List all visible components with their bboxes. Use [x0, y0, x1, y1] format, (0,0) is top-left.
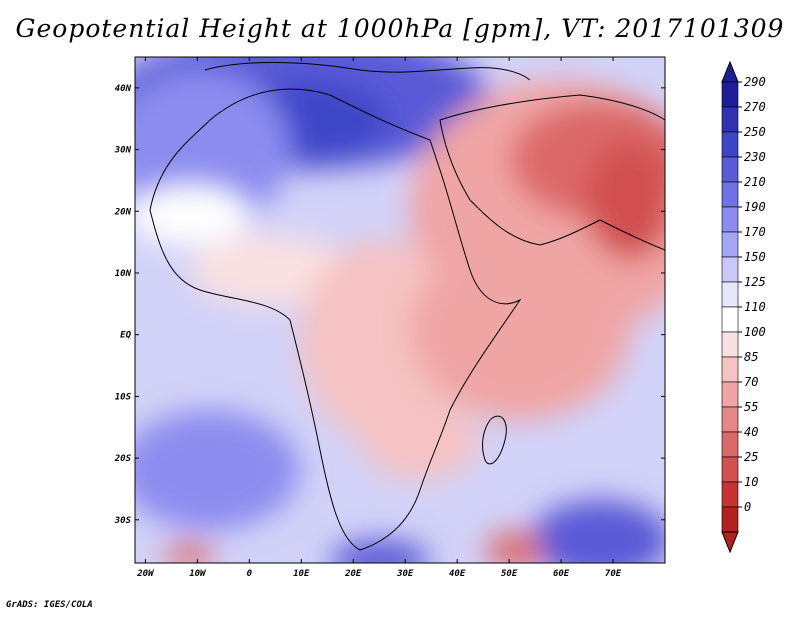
lat-tick-label: 10N	[115, 269, 132, 279]
lat-tick-label: 10S	[115, 392, 132, 402]
lat-tick-label: 30S	[114, 516, 132, 526]
asia-coastline	[439, 94, 665, 251]
colorbar-label: 125	[744, 275, 766, 289]
neutral-sahara	[135, 185, 250, 245]
colorbar-swatch	[721, 431, 739, 458]
low-south-1	[485, 532, 545, 563]
colorbar-label: 290	[744, 75, 766, 89]
colorbar: 2902702502302101901701501251101008570554…	[721, 60, 766, 554]
grads-credit: GrADS: IGES/COLA	[6, 600, 93, 610]
map-title: Geopotential Height at 1000hPa [gpm], VT…	[15, 14, 785, 43]
high-south-indian	[530, 500, 665, 563]
colorbar-label: 0	[744, 500, 751, 514]
colorbar-label: 10	[744, 475, 758, 489]
low-south-africa	[360, 400, 480, 480]
lon-tick-label: 10W	[189, 569, 207, 579]
lat-tick-label: 20S	[114, 454, 132, 464]
lon-tick-label: 30E	[396, 569, 414, 579]
colorbar-label: 270	[744, 100, 766, 114]
colorbar-arrow-top	[721, 60, 739, 83]
colorbar-swatch	[721, 306, 739, 333]
colorbar-label: 110	[744, 300, 766, 314]
low-india	[585, 140, 665, 260]
colorbar-swatch	[721, 206, 739, 233]
colorbar-swatch	[721, 156, 739, 183]
low-south-2	[165, 543, 215, 563]
colorbar-swatch	[721, 131, 739, 158]
colorbar-label: 150	[744, 250, 766, 264]
colorbar-label: 230	[744, 150, 766, 164]
colorbar-swatch	[721, 406, 739, 433]
colorbar-label: 40	[744, 425, 758, 439]
longitude-axis: 20W 10W 0 10E 20E 30E 40E 50E 60E 70E	[136, 57, 622, 579]
lon-tick-label: 50E	[501, 569, 518, 579]
colorbar-swatch	[721, 181, 739, 208]
lon-tick-label: 70E	[605, 569, 622, 579]
lon-tick-label: 0	[247, 569, 253, 579]
height-field	[135, 57, 665, 563]
colorbar-label: 25	[744, 450, 758, 464]
lat-tick-label: 20N	[114, 207, 132, 217]
colorbar-swatch	[721, 281, 739, 308]
colorbar-label: 250	[744, 125, 766, 139]
lat-tick-label: EQ	[120, 331, 131, 341]
high-south-atlantic	[135, 410, 300, 530]
lat-tick-label: 40N	[115, 84, 132, 94]
lon-tick-label: 40E	[449, 569, 466, 579]
colorbar-swatch	[721, 506, 739, 533]
madagascar-coastline	[482, 415, 507, 465]
colorbar-swatch	[721, 331, 739, 358]
colorbar-label: 55	[744, 400, 758, 414]
lon-tick-label: 60E	[553, 569, 570, 579]
colorbar-label: 170	[744, 225, 766, 239]
colorbar-swatch	[721, 356, 739, 383]
lat-tick-label: 30N	[114, 146, 132, 156]
colorbar-swatch	[721, 81, 739, 108]
colorbar-label: 100	[744, 325, 766, 339]
lon-tick-label: 20E	[344, 569, 362, 579]
sahel-band	[190, 235, 350, 305]
colorbar-swatch	[721, 481, 739, 508]
colorbar-label: 85	[744, 350, 758, 364]
high-south-center	[330, 540, 430, 563]
colorbar-label: 210	[744, 175, 766, 189]
colorbar-swatch	[721, 106, 739, 133]
lon-tick-label: 20W	[136, 569, 155, 579]
latitude-axis: 40N 30N 20N 10N EQ 10S 20S 30S	[114, 84, 665, 526]
colorbar-swatch	[721, 231, 739, 258]
colorbar-swatch	[721, 456, 739, 483]
lon-tick-label: 10E	[293, 569, 310, 579]
map-frame	[134, 56, 666, 564]
colorbar-label: 190	[744, 200, 766, 214]
colorbar-swatch	[721, 256, 739, 283]
colorbar-arrow-bottom	[721, 531, 739, 554]
low-indian-ocean	[410, 240, 630, 420]
africa-coastline	[149, 88, 522, 551]
low-central-africa	[300, 240, 460, 440]
colorbar-label: 70	[744, 375, 758, 389]
europe-coastline	[204, 62, 531, 81]
colorbar-swatch	[721, 381, 739, 408]
